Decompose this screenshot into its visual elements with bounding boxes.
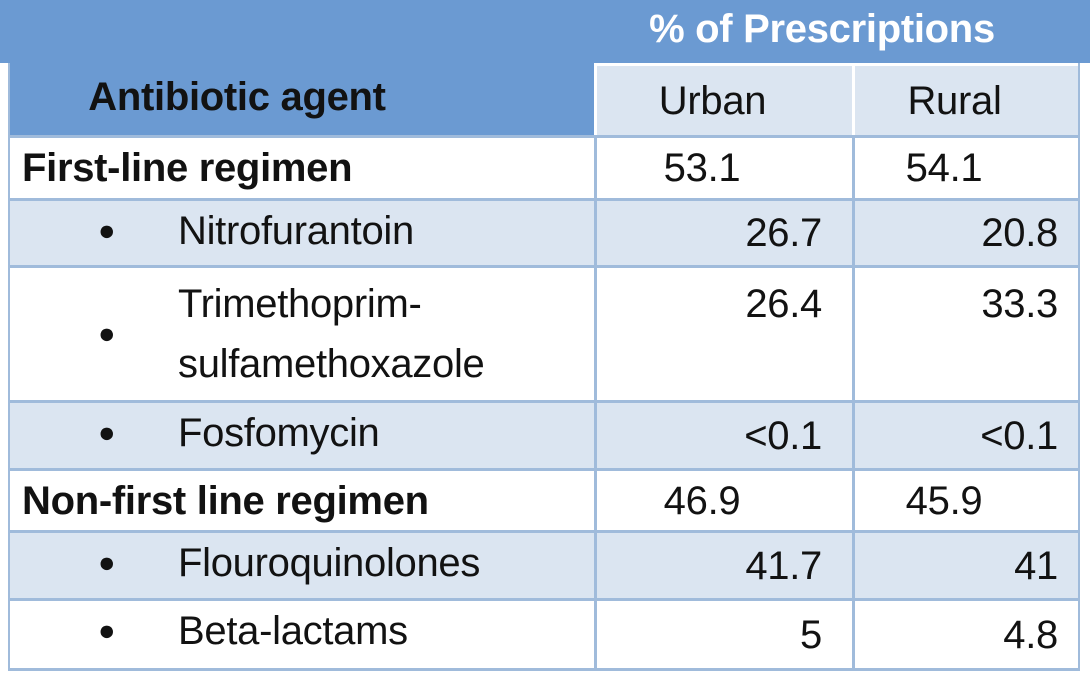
rural-value: 33.3	[852, 268, 1078, 400]
urban-value: 53.1	[594, 138, 852, 198]
table-row-fosfomycin: ● Fosfomycin <0.1 <0.1	[10, 400, 1078, 468]
column-header-row: Antibiotic agent Urban Rural	[10, 63, 1078, 135]
row-label: ● Flouroquinolones	[10, 533, 594, 598]
rural-value: 41	[852, 533, 1078, 598]
table-row-trimethoprim-sulfamethoxazole: ● Trimethoprim-sulfamethoxazole 26.4 33.…	[10, 265, 1078, 400]
table-row-nitrofurantoin: ● Nitrofurantoin 26.7 20.8	[10, 198, 1078, 265]
urban-value: 26.4	[594, 268, 852, 400]
rural-value: 4.8	[852, 601, 1078, 668]
row-label: First-line regimen	[22, 146, 353, 190]
rural-value: <0.1	[852, 403, 1078, 468]
urban-value: <0.1	[594, 403, 852, 468]
rural-value: 20.8	[852, 201, 1078, 265]
column-header-urban: Urban	[594, 63, 852, 135]
column-header-antibiotic-agent: Antibiotic agent	[10, 63, 594, 135]
group-header-title: % of Prescriptions	[649, 7, 995, 51]
table-row-non-first-line-regimen: Non-first line regimen 46.9 45.9	[10, 468, 1078, 531]
rural-value: 45.9	[852, 471, 1078, 531]
bullet-icon: ●	[98, 215, 116, 247]
table-row-beta-lactams: ● Beta-lactams 5 4.8	[10, 598, 1078, 668]
table-row-first-line-regimen: First-line regimen 53.1 54.1	[10, 135, 1078, 198]
row-label: ● Trimethoprim-sulfamethoxazole	[98, 282, 485, 386]
urban-value: 41.7	[594, 533, 852, 598]
row-label: ● Fosfomycin	[10, 403, 594, 468]
bullet-icon: ●	[98, 615, 116, 647]
bullet-icon: ●	[98, 318, 116, 350]
urban-value: 46.9	[594, 471, 852, 531]
column-header-rural: Rural	[852, 63, 1078, 135]
group-header-bar: % of Prescriptions	[0, 0, 1090, 63]
table-row-flouroquinolones: ● Flouroquinolones 41.7 41	[10, 530, 1078, 598]
row-label: ● Nitrofurantoin	[10, 201, 594, 265]
bullet-icon: ●	[98, 417, 116, 449]
urban-value: 26.7	[594, 201, 852, 265]
rural-value: 54.1	[852, 138, 1078, 198]
urban-value: 5	[594, 601, 852, 668]
bullet-icon: ●	[98, 547, 116, 579]
row-label: Non-first line regimen	[22, 479, 429, 523]
antibiotic-table: Antibiotic agent Urban Rural First-line …	[8, 63, 1080, 671]
row-label: ● Beta-lactams	[10, 601, 594, 668]
